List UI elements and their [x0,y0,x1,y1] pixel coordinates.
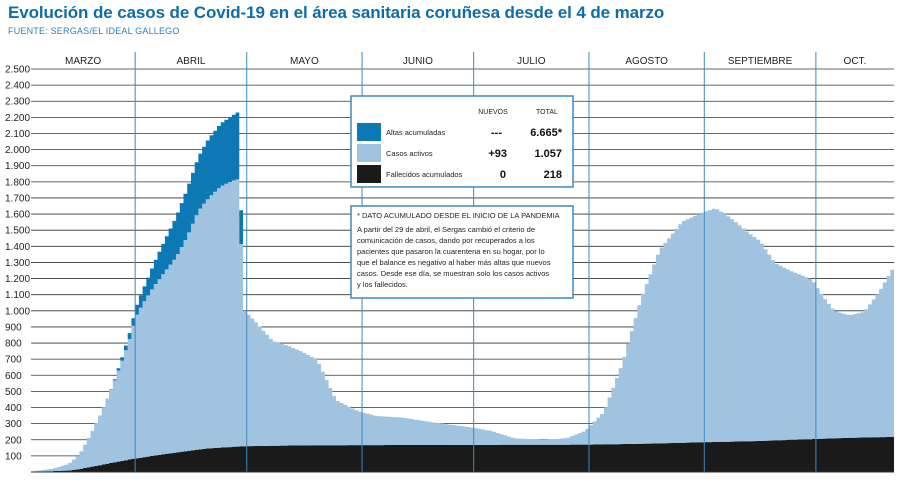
note: * DATO ACUMULADO DESDE EL INICIO DE LA P… [350,205,574,299]
y-tick-label: 1.400 [5,242,30,253]
y-tick-label: 1.900 [5,161,30,172]
y-tick-label: 1.800 [5,177,30,188]
legend-swatch-fallecidos [357,165,381,183]
legend-label-fallecidos: Fallecidos acumulados [386,170,463,179]
y-tick-label: 2.200 [5,113,30,124]
month-label: MARZO [65,56,101,67]
month-dividers: MARZO ABRIL MAYO JUNIO JULIO AGOSTO SEPTIEMBRE… [31,52,894,473]
note-line: pacientes que pasaron la cuarentena en s… [357,247,545,256]
y-axis-ticks: 100 200 300 400 500 600 700 800 900 1.000 1.100 1.2… [5,65,30,463]
y-tick-label: 2.000 [5,145,30,156]
y-tick-label: 2.400 [5,81,30,92]
y-tick-label: 100 [5,451,22,462]
note-line: casos. Desde ese día, se muestran solo l… [357,269,549,278]
y-tick-label: 1.100 [5,290,30,301]
month-label: OCT. [844,56,867,67]
y-tick-label: 200 [5,435,22,446]
y-tick-label: 800 [5,339,22,350]
y-tick-label: 1.300 [5,258,30,269]
legend-box [350,95,574,188]
y-tick-label: 1.500 [5,226,30,237]
note-line: A partir del 29 de abril, el Sergas camb… [357,225,535,234]
month-label: JUNIO [403,56,433,67]
legend-header-nuevos: NUEVOS [478,109,508,116]
y-tick-label: 2.500 [5,65,30,76]
y-tick-label: 600 [5,371,22,382]
legend-swatch-activos [357,144,381,162]
y-tick-label: 900 [5,322,22,333]
note-line: y los fallecidos. [357,280,408,289]
legend-swatch-altas [357,123,381,141]
legend-label-activos: Casos activos [386,149,433,158]
note-box [350,205,574,299]
y-tick-label: 300 [5,419,22,430]
y-tick-label: 1.600 [5,210,30,221]
legend-label-altas: Altas acumuladas [386,128,445,137]
y-tick-label: 1.200 [5,274,30,285]
y-tick-label: 400 [5,403,22,414]
note-line: que el balance es negativo al haber más … [357,258,551,267]
y-tick-label: 2.100 [5,129,30,140]
month-label: MAYO [290,56,319,67]
month-label: JULIO [517,56,546,67]
y-tick-label: 500 [5,387,22,398]
legend-nuevos-altas: --- [491,127,502,139]
legend-total-activos: 1.057 [534,148,562,160]
y-tick-label: 700 [5,355,22,366]
y-tick-label: 1.700 [5,193,30,204]
legend-nuevos-fallecidos: 0 [500,169,506,181]
chart-title: Evolución de casos de Covid-19 en el áre… [8,3,665,22]
note-heading: * DATO ACUMULADO DESDE EL INICIO DE LA P… [357,211,560,220]
legend-total-altas: 6.665* [530,127,563,139]
y-tick-label: 1.000 [5,306,30,317]
legend-total-fallecidos: 218 [544,169,562,181]
month-label: SEPTIEMBRE [728,56,793,67]
month-label: AGOSTO [625,56,668,67]
legend-nuevos-activos: +93 [488,148,507,160]
y-tick-label: 2.300 [5,97,30,108]
note-line: comunicación de casos, dando por recuper… [357,236,535,245]
chart-source: FUENTE: SERGAS/EL IDEAL GALLEGO [8,26,180,36]
legend: NUEVOS TOTAL Altas acumuladas --- 6.665*… [350,95,574,188]
legend-header-total: TOTAL [536,109,558,116]
month-label: ABRIL [176,56,205,67]
